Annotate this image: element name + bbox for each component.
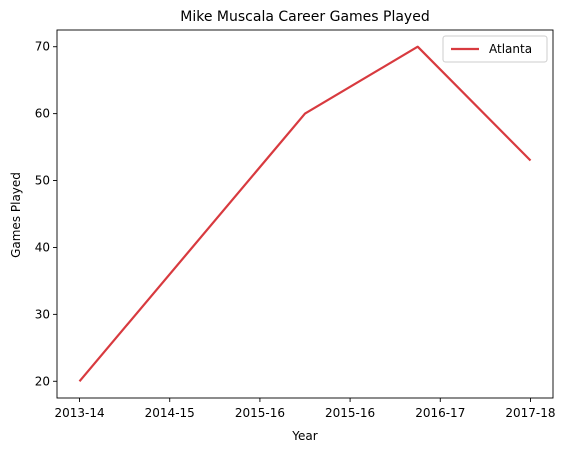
y-axis-label: Games Played	[9, 172, 23, 258]
y-tick-label: 60	[35, 107, 50, 121]
x-tick-label: 2016-17	[415, 406, 465, 420]
x-axis-label: Year	[291, 429, 317, 443]
x-tick-label: 2013-14	[54, 406, 104, 420]
x-tick-label: 2014-15	[145, 406, 195, 420]
y-tick-label: 50	[35, 174, 50, 188]
axes-frame	[56, 29, 554, 399]
y-tick-label: 20	[35, 374, 50, 388]
x-tick-label: 2015-16	[325, 406, 375, 420]
y-tick-label: 40	[35, 240, 50, 254]
plot-area: 20 30 40 50 60 70 2013-14 2014-15 2015-16 2015-16…	[35, 29, 556, 420]
y-tick-label: 70	[35, 40, 50, 54]
chart-title: Mike Muscala Career Games Played	[180, 9, 429, 25]
x-tick-label: 2017-18	[505, 406, 555, 420]
y-tick-label: 30	[35, 307, 50, 321]
legend-entry: Atlanta	[489, 42, 532, 56]
x-tick-label: 2015-16	[235, 406, 285, 420]
series-line-atlanta	[78, 45, 532, 383]
legend-box	[442, 35, 548, 63]
